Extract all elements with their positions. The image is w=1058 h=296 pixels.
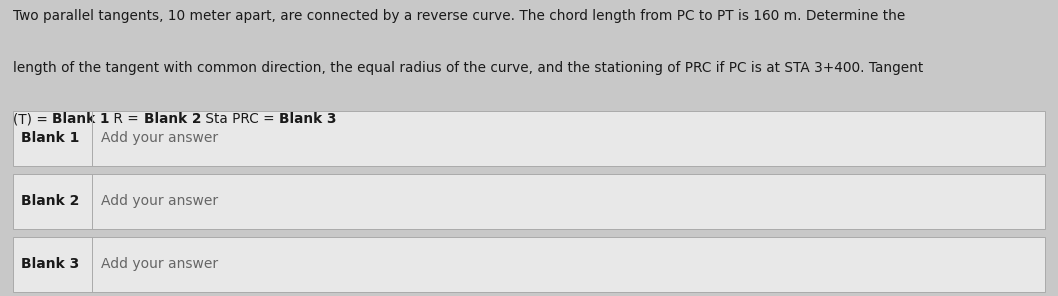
Text: Add your answer: Add your answer (101, 131, 218, 145)
Text: Add your answer: Add your answer (101, 258, 218, 271)
Text: Two parallel tangents, 10 meter apart, are connected by a reverse curve. The cho: Two parallel tangents, 10 meter apart, a… (13, 9, 905, 23)
Text: Blank 1: Blank 1 (21, 131, 79, 145)
Text: Add your answer: Add your answer (101, 194, 218, 208)
Text: Blank 2: Blank 2 (21, 194, 79, 208)
Text: Sta PRC =: Sta PRC = (201, 112, 279, 126)
Text: length of the tangent with common direction, the equal radius of the curve, and : length of the tangent with common direct… (13, 61, 923, 75)
Text: Blank 2: Blank 2 (144, 112, 201, 126)
Text: Blank 1: Blank 1 (52, 112, 109, 126)
FancyBboxPatch shape (13, 111, 1045, 166)
FancyBboxPatch shape (13, 237, 1045, 292)
Text: Blank 3: Blank 3 (279, 112, 336, 126)
Text: Blank 3: Blank 3 (21, 258, 79, 271)
Text: (T) =: (T) = (13, 112, 52, 126)
FancyBboxPatch shape (13, 174, 1045, 229)
Text: R =: R = (109, 112, 144, 126)
